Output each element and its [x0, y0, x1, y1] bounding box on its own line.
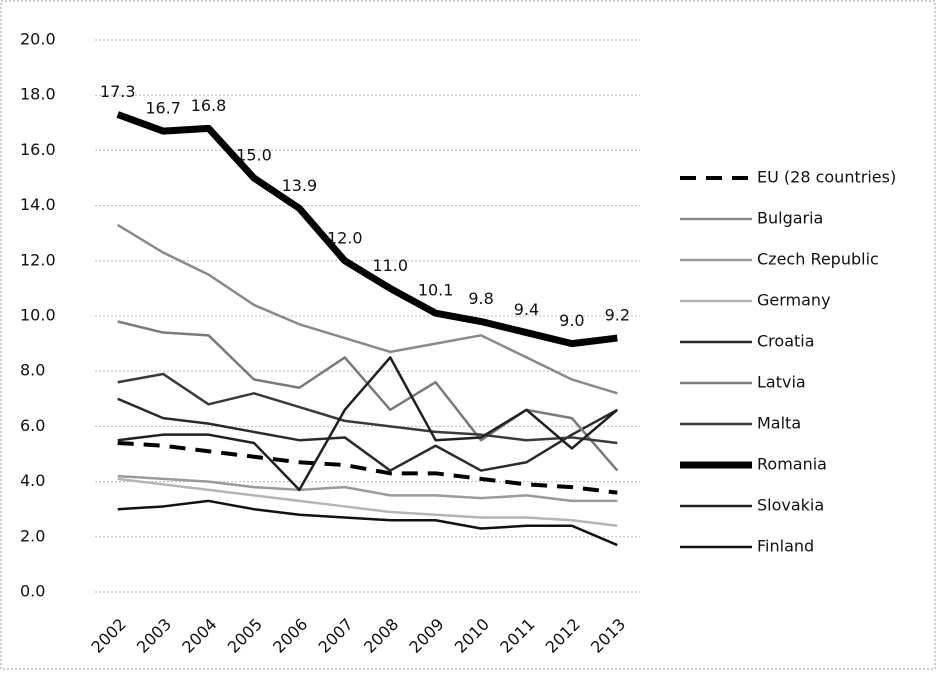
x-tick-label: 2005 — [224, 615, 266, 657]
y-tick-label: 4.0 — [20, 471, 45, 490]
y-tick-label: 20.0 — [20, 30, 56, 49]
data-label: 12.0 — [327, 228, 363, 247]
x-tick-label: 2010 — [451, 615, 493, 657]
y-tick-label: 8.0 — [20, 361, 45, 380]
legend-label: EU (28 countries) — [757, 168, 896, 187]
x-tick-label: 2002 — [87, 615, 129, 657]
x-tick-label: 2013 — [587, 615, 629, 657]
legend-label: Germany — [757, 291, 831, 310]
data-label: 9.0 — [559, 311, 584, 330]
data-label: 15.0 — [236, 146, 272, 165]
x-tick-label: 2011 — [496, 615, 538, 657]
series-line — [117, 499, 618, 547]
series-line — [117, 397, 618, 472]
legend-label: Latvia — [757, 373, 806, 392]
data-label: 13.9 — [282, 176, 318, 195]
y-tick-label: 10.0 — [20, 306, 56, 325]
y-tick-label: 18.0 — [20, 85, 56, 104]
legend-label: Bulgaria — [757, 209, 823, 228]
legend-label: Romania — [757, 455, 827, 474]
series-line — [117, 356, 619, 492]
y-tick-label: 14.0 — [20, 195, 56, 214]
legend-label: Croatia — [757, 332, 815, 351]
legend-label: Malta — [757, 414, 801, 433]
series-line — [116, 111, 618, 348]
x-tick-label: 2009 — [405, 615, 447, 657]
data-label: 10.1 — [418, 281, 454, 300]
series-line — [117, 223, 618, 395]
data-label: 9.8 — [468, 289, 493, 308]
x-tick-label: 2004 — [178, 615, 220, 657]
y-tick-label: 0.0 — [20, 582, 45, 601]
x-tick-label: 2003 — [133, 615, 175, 657]
data-label: 9.4 — [514, 300, 539, 319]
x-tick-label: 2007 — [315, 615, 357, 657]
data-label: 9.2 — [605, 306, 630, 325]
legend-label: Finland — [757, 537, 814, 556]
data-label: 16.8 — [191, 96, 227, 115]
x-tick-label: 2006 — [269, 615, 311, 657]
y-tick-label: 2.0 — [20, 526, 45, 545]
y-tick-label: 6.0 — [20, 416, 45, 435]
data-label: 17.3 — [100, 82, 136, 101]
x-tick-label: 2012 — [542, 615, 584, 657]
y-tick-label: 12.0 — [20, 250, 56, 269]
data-label: 11.0 — [372, 256, 408, 275]
legend-label: Slovakia — [757, 496, 824, 515]
data-label: 16.7 — [145, 99, 181, 118]
legend-label: Czech Republic — [757, 250, 879, 269]
y-tick-label: 16.0 — [20, 140, 56, 159]
series-line — [117, 474, 618, 503]
x-tick-label: 2008 — [360, 615, 402, 657]
series-line — [117, 372, 618, 445]
series-line — [117, 477, 618, 528]
series-line — [117, 440, 618, 495]
